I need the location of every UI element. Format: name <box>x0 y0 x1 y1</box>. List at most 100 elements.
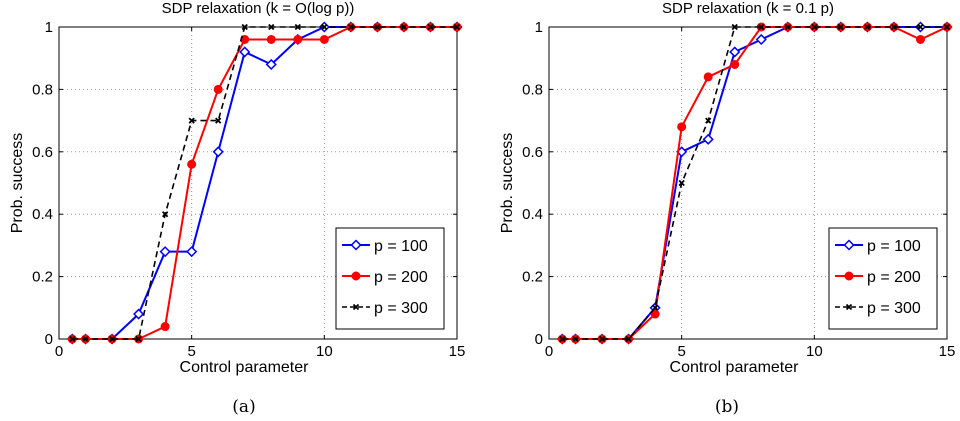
data-point <box>400 23 408 31</box>
series-2 <box>69 23 461 343</box>
data-point <box>108 335 116 343</box>
data-point <box>374 23 381 31</box>
data-point <box>917 23 924 31</box>
legend: p = 100 p = 200 p = 300 <box>335 227 445 330</box>
data-point <box>758 23 765 31</box>
data-point <box>188 117 195 124</box>
x-tick-label: 10 <box>316 343 333 360</box>
y-tick-label: 0.2 <box>522 269 543 286</box>
y-tick-label: 0.2 <box>32 269 53 286</box>
data-point <box>160 322 170 332</box>
y-tick-label: 0 <box>45 331 53 348</box>
y-tick-label: 0.6 <box>32 144 53 161</box>
legend: p = 100 p = 200 p = 300 <box>828 227 938 330</box>
x-tick-label: 5 <box>677 343 685 360</box>
data-point <box>915 34 925 44</box>
chart-panel-1: 0 5 10 15 0 0.2 0.4 0.6 0.8 1 SDP relaxation (k = … <box>499 0 955 417</box>
data-point <box>651 304 659 311</box>
legend-marker <box>843 239 855 251</box>
chart-title: SDP relaxation (k = 0.1 p) <box>662 0 834 17</box>
chart-title: SDP relaxation (k = O(log p)) <box>162 0 355 17</box>
x-axis-label: Control parameter <box>180 359 310 376</box>
data-point <box>213 84 223 94</box>
legend-marker <box>845 303 853 311</box>
data-point <box>266 34 276 44</box>
y-tick-label: 0.8 <box>32 81 53 98</box>
legend-label: p = 200 <box>867 269 921 286</box>
data-point <box>69 335 76 343</box>
data-point <box>427 23 434 31</box>
data-point <box>837 23 845 31</box>
data-point <box>703 72 713 82</box>
data-point <box>159 246 171 258</box>
y-tick-label: 1 <box>45 19 53 36</box>
legend-marker <box>350 239 362 251</box>
y-axis-label: Prob. success <box>499 133 516 233</box>
data-point <box>186 246 198 258</box>
data-point <box>294 23 301 31</box>
y-axis-label: Prob. success <box>9 133 26 233</box>
legend-label: p = 100 <box>867 238 921 255</box>
x-tick-label: 0 <box>55 343 63 360</box>
data-point <box>731 23 738 31</box>
data-point <box>319 34 329 44</box>
y-tick-label: 1 <box>535 19 543 36</box>
x-tick-label: 5 <box>187 343 195 360</box>
series-2 <box>559 23 951 343</box>
x-axis-label: Control parameter <box>670 359 800 376</box>
y-tick-label: 0 <box>535 331 543 348</box>
data-point <box>268 23 275 31</box>
legend-marker <box>844 271 854 281</box>
data-point <box>321 23 328 31</box>
data-point <box>729 46 741 58</box>
data-point <box>784 23 791 31</box>
data-point <box>453 23 461 31</box>
data-point <box>241 23 248 31</box>
y-tick-label: 0.6 <box>522 144 543 161</box>
data-point <box>755 33 767 46</box>
data-point <box>133 308 145 320</box>
data-point <box>943 23 951 31</box>
data-point <box>82 335 89 343</box>
panel-caption: (a) <box>232 397 255 417</box>
data-point <box>135 335 142 343</box>
x-tick-label: 15 <box>939 343 956 360</box>
x-tick-label: 0 <box>545 343 553 360</box>
y-tick-label: 0.4 <box>32 206 53 223</box>
data-point <box>650 309 660 319</box>
series-line <box>72 26 457 340</box>
data-point <box>705 117 712 124</box>
legend-label: p = 100 <box>374 238 428 255</box>
data-point <box>559 335 566 343</box>
chart-panel-0: 0 5 10 15 0 0.2 0.4 0.6 0.8 1 SDP relaxation (k = … <box>9 0 465 417</box>
panel-caption: (b) <box>715 397 739 417</box>
data-point <box>239 46 251 58</box>
data-point <box>702 133 714 145</box>
plot-frame <box>58 26 458 340</box>
legend-marker <box>352 303 360 311</box>
data-point <box>572 335 579 343</box>
x-tick-label: 15 <box>449 343 466 360</box>
data-point <box>161 211 169 218</box>
data-point <box>625 335 632 343</box>
data-point <box>598 335 606 343</box>
data-point <box>864 23 871 31</box>
data-point <box>811 23 818 31</box>
data-point <box>347 23 355 31</box>
legend-label: p = 300 <box>867 300 921 317</box>
data-point <box>265 58 277 71</box>
x-tick-label: 10 <box>806 343 823 360</box>
data-point <box>215 117 222 124</box>
data-point <box>212 146 224 158</box>
legend-marker <box>351 271 361 281</box>
data-point <box>730 59 740 69</box>
data-point <box>677 122 687 132</box>
y-tick-label: 0.4 <box>522 206 543 223</box>
data-point <box>678 179 685 187</box>
legend-label: p = 300 <box>374 300 428 317</box>
y-tick-label: 0.8 <box>522 81 543 98</box>
data-point <box>293 34 303 44</box>
data-point <box>187 159 197 169</box>
data-point <box>890 23 898 31</box>
